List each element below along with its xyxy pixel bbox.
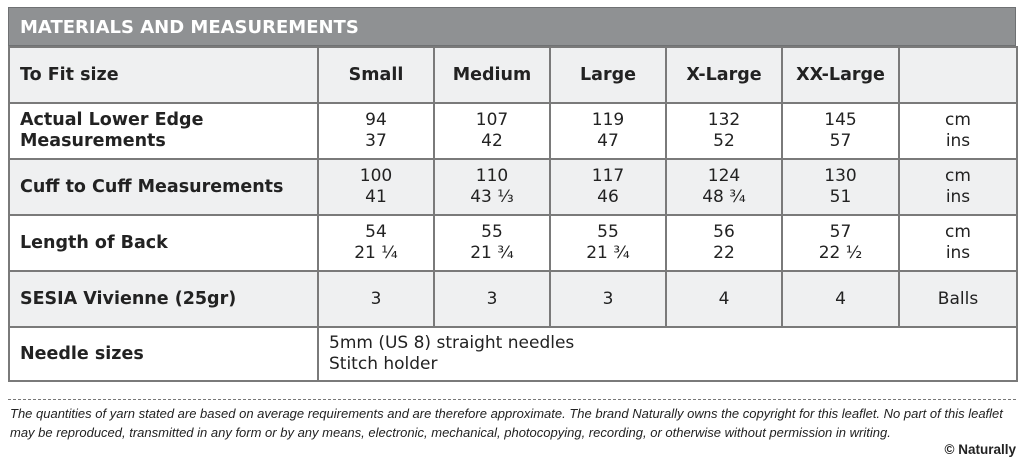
value-cell: 117 46 [549,158,667,216]
value-cell: 54 21 ¼ [317,214,435,272]
divider [8,399,1016,400]
row-label: Length of Back [8,214,319,272]
value-cell: 100 41 [317,158,435,216]
unit-cell: cm ins [898,158,1018,216]
unit-cell: Balls [898,270,1018,328]
size-medium: Medium [433,46,551,104]
size-x-large: X-Large [665,46,783,104]
value-cell: 107 42 [433,102,551,160]
needle-row: Needle sizes 5mm (US 8) straight needles… [8,326,1018,382]
copyright: © Naturally [944,442,1016,457]
disclaimer-text: The quantities of yarn stated are based … [10,406,1003,440]
row-label: To Fit size [8,46,319,104]
row-label: Needle sizes [8,326,319,382]
row-label: SESIA Vivienne (25gr) [8,270,319,328]
size-large: Large [549,46,667,104]
unit-cell: cm ins [898,102,1018,160]
unit-header [898,46,1018,104]
size-header-row: To Fit size Small Medium Large X-Large X… [8,46,1018,104]
section-title: MATERIALS AND MEASUREMENTS [8,7,1016,46]
size-small: Small [317,46,435,104]
value-cell: 56 22 [665,214,783,272]
value-cell: 55 21 ¾ [433,214,551,272]
value-cell: 124 48 ¾ [665,158,783,216]
value-cell: 3 [317,270,435,328]
unit-cell: cm ins [898,214,1018,272]
value-cell: 4 [665,270,783,328]
value-cell: 130 51 [781,158,900,216]
value-cell: 3 [549,270,667,328]
table-row: Actual Lower Edge Measurements 94 37 107 4… [8,102,1018,160]
needle-info: 5mm (US 8) straight needles Stitch holder [317,326,1018,382]
value-cell: 94 37 [317,102,435,160]
row-label: Actual Lower Edge Measurements [8,102,319,160]
value-cell: 132 52 [665,102,783,160]
measurements-table: To Fit size Small Medium Large X-Large X… [8,46,1018,382]
value-cell: 3 [433,270,551,328]
yarn-row: SESIA Vivienne (25gr) 3 3 3 4 4 Balls [8,270,1018,328]
value-cell: 145 57 [781,102,900,160]
table-row: Cuff to Cuff Measurements 100 41 110 43 ⅓ … [8,158,1018,216]
size-xx-large: XX-Large [781,46,900,104]
value-cell: 4 [781,270,900,328]
value-cell: 110 43 ⅓ [433,158,551,216]
row-label: Cuff to Cuff Measurements [8,158,319,216]
value-cell: 57 22 ½ [781,214,900,272]
value-cell: 119 47 [549,102,667,160]
table-row: Length of Back 54 21 ¼ 55 21 ¾ 55 21 ¾ 56 22… [8,214,1018,272]
value-cell: 55 21 ¾ [549,214,667,272]
